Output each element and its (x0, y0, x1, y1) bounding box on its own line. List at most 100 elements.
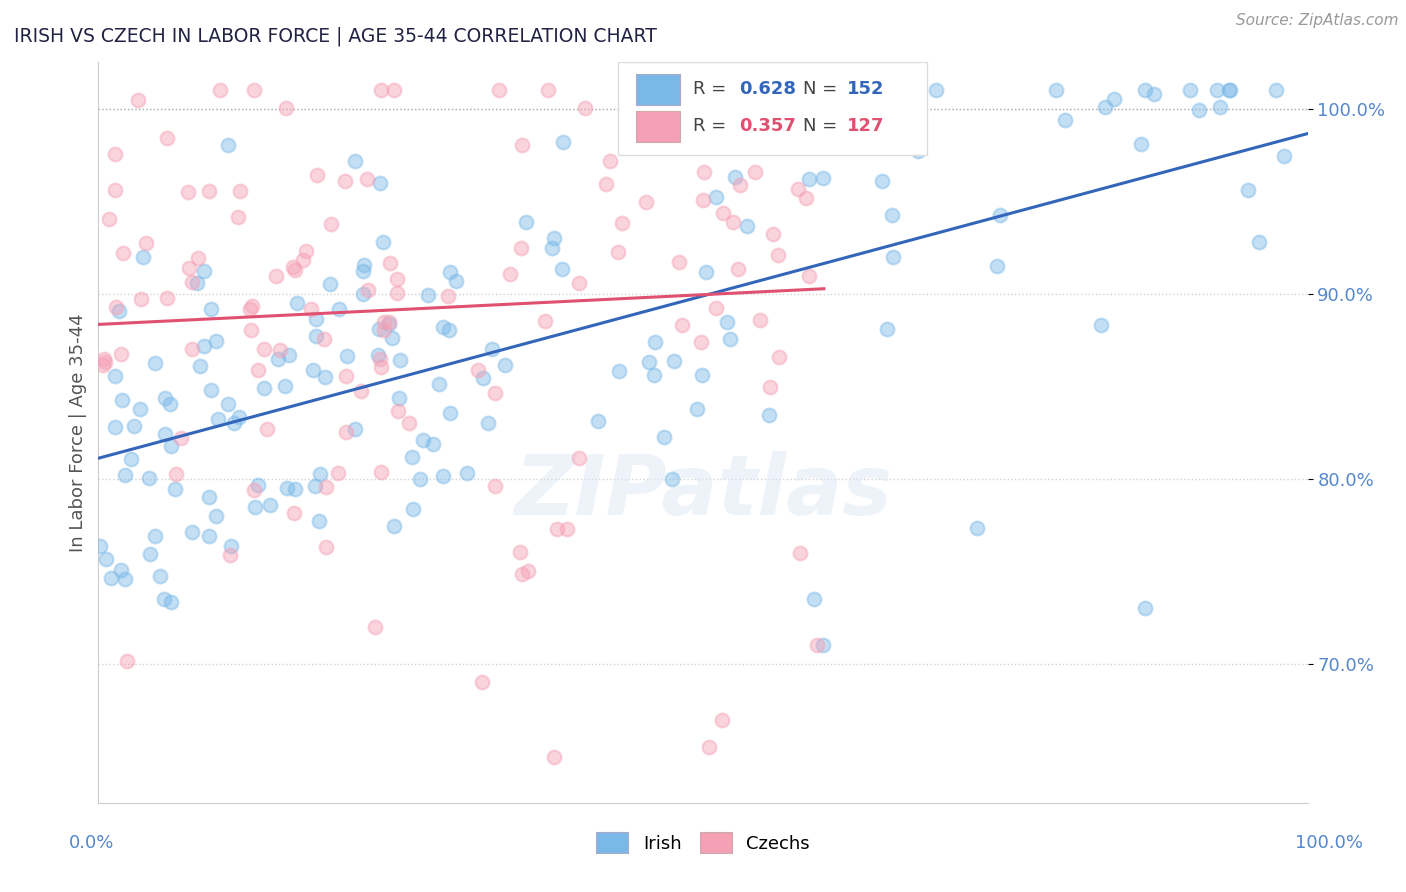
Czechs (806, 116, 828, 130)
Irish (247, 478, 270, 492)
Czechs (543, 749, 565, 764)
Czechs (693, 165, 716, 179)
Irish (695, 265, 717, 279)
Czechs (387, 404, 409, 418)
Czechs (315, 540, 337, 554)
Irish (401, 450, 423, 464)
Czechs (177, 185, 200, 199)
Czechs (98, 212, 121, 227)
Legend: Irish, Czechs: Irish, Czechs (589, 825, 817, 861)
Irish (308, 514, 330, 528)
Irish (1053, 112, 1076, 127)
Czechs (787, 181, 810, 195)
Irish (153, 591, 176, 606)
Irish (471, 371, 494, 385)
Irish (664, 353, 686, 368)
Irish (160, 595, 183, 609)
Czechs (335, 174, 357, 188)
Irish (439, 265, 461, 279)
Irish (259, 498, 281, 512)
Czechs (283, 506, 305, 520)
Irish (437, 323, 460, 337)
Irish (876, 322, 898, 336)
Irish (129, 401, 152, 416)
Irish (456, 466, 478, 480)
Irish (412, 434, 434, 448)
Irish (352, 264, 374, 278)
Czechs (307, 168, 329, 182)
Irish (543, 230, 565, 244)
Irish (1142, 87, 1164, 101)
Czechs (643, 94, 665, 108)
Irish (138, 471, 160, 485)
Czechs (356, 172, 378, 186)
Czechs (599, 153, 621, 168)
Czechs (243, 483, 266, 498)
Czechs (546, 522, 568, 536)
Irish (328, 301, 350, 316)
Irish (870, 174, 893, 188)
Czechs (335, 368, 357, 383)
Czechs (239, 301, 262, 316)
Czechs (242, 83, 264, 97)
Czechs (711, 713, 734, 727)
Irish (1272, 149, 1295, 163)
Czechs (723, 214, 745, 228)
Text: ZIPatlas: ZIPatlas (515, 451, 891, 533)
Czechs (335, 425, 357, 439)
Irish (197, 528, 219, 542)
Irish (515, 215, 537, 229)
Czechs (368, 352, 391, 367)
Czechs (758, 380, 780, 394)
Irish (353, 258, 375, 272)
Irish (1094, 100, 1116, 114)
Irish (302, 363, 325, 377)
Czechs (239, 323, 262, 337)
Irish (988, 209, 1011, 223)
Irish (1130, 137, 1153, 152)
Irish (274, 379, 297, 393)
Irish (643, 368, 665, 383)
Irish (114, 572, 136, 586)
Czechs (226, 210, 249, 224)
Czechs (104, 183, 127, 197)
Irish (607, 364, 630, 378)
Czechs (135, 235, 157, 250)
Irish (382, 519, 405, 533)
Czechs (209, 83, 232, 97)
Irish (200, 384, 222, 398)
Czechs (104, 147, 127, 161)
Czechs (606, 244, 628, 259)
Irish (378, 318, 401, 332)
Czechs (574, 102, 596, 116)
Czechs (509, 544, 531, 558)
Czechs (567, 276, 589, 290)
Irish (104, 420, 127, 434)
Irish (108, 304, 131, 318)
Irish (1205, 83, 1227, 97)
Czechs (510, 241, 533, 255)
Irish (551, 262, 574, 277)
Czechs (398, 416, 420, 430)
Irish (138, 547, 160, 561)
Irish (880, 208, 903, 222)
Irish (432, 469, 454, 483)
Irish (868, 104, 890, 119)
Czechs (484, 478, 506, 492)
Irish (243, 500, 266, 515)
Irish (735, 219, 758, 233)
Irish (439, 406, 461, 420)
Irish (153, 426, 176, 441)
Czechs (110, 347, 132, 361)
Irish (686, 401, 709, 416)
Irish (418, 288, 440, 302)
Irish (344, 153, 367, 168)
Irish (551, 135, 574, 149)
Czechs (264, 269, 287, 284)
Irish (652, 430, 675, 444)
Czechs (219, 548, 242, 562)
Irish (111, 393, 134, 408)
Czechs (170, 431, 193, 445)
Irish (304, 312, 326, 326)
Czechs (104, 300, 127, 314)
